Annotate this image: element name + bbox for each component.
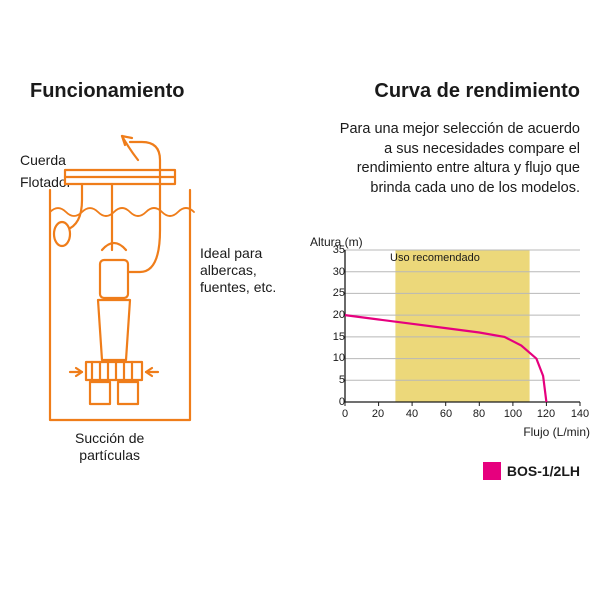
xtick: 120: [536, 408, 556, 420]
ytick: 25: [315, 287, 345, 299]
pump-diagram: [30, 130, 280, 440]
xtick: 80: [469, 408, 489, 420]
ytick: 5: [315, 374, 345, 386]
ytick: 30: [315, 266, 345, 278]
legend-swatch: [483, 462, 501, 480]
functioning-panel: Funcionamiento Cuerda Flotador Ideal par…: [0, 0, 300, 600]
chart-xlabel: Flujo (L/min): [523, 425, 590, 439]
performance-panel: Curva de rendimiento Para una mejor sele…: [300, 0, 600, 600]
legend-label: BOS-1/2LH: [507, 463, 580, 479]
functioning-title: Funcionamiento: [30, 80, 184, 103]
recommended-label: Uso recomendado: [390, 252, 480, 264]
xtick: 40: [402, 408, 422, 420]
ytick: 20: [315, 309, 345, 321]
xtick: 140: [570, 408, 590, 420]
performance-chart: Altura (m) Uso recomendado: [310, 240, 590, 430]
performance-description: Para una mejor selección de acuerdo a su…: [330, 120, 580, 198]
chart-legend: BOS-1/2LH: [483, 462, 580, 480]
xtick: 20: [368, 408, 388, 420]
ytick: 0: [315, 396, 345, 408]
performance-title: Curva de rendimiento: [374, 80, 580, 103]
ytick: 15: [315, 331, 345, 343]
chart-svg: [310, 240, 590, 425]
xtick: 60: [436, 408, 456, 420]
xtick: 100: [503, 408, 523, 420]
ytick: 10: [315, 352, 345, 364]
xtick: 0: [335, 408, 355, 420]
ytick: 35: [315, 244, 345, 256]
